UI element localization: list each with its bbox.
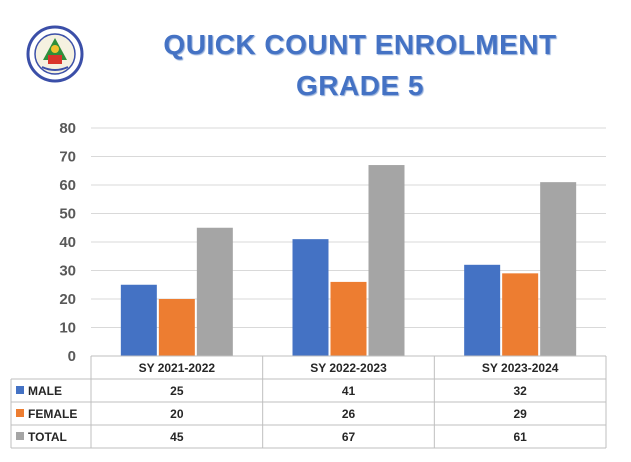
y-tick-label: 40 xyxy=(59,234,76,251)
y-tick-label: 0 xyxy=(68,348,76,365)
bar-total-0 xyxy=(196,227,233,356)
series-name-total: TOTAL xyxy=(28,430,67,444)
data-table-cell: 67 xyxy=(342,430,356,444)
school-seal-icon xyxy=(26,25,84,83)
x-category-label: SY 2022-2023 xyxy=(310,361,387,375)
legend-key-total xyxy=(16,432,24,440)
y-tick-label: 60 xyxy=(59,177,76,194)
data-table-cell: 25 xyxy=(170,384,184,398)
data-table-cell: 20 xyxy=(170,407,184,421)
bar-female-2 xyxy=(502,273,539,356)
y-tick-label: 30 xyxy=(59,263,76,280)
y-tick-label: 80 xyxy=(59,120,76,137)
chart-title-line2: GRADE 5 xyxy=(296,70,424,101)
bar-male-0 xyxy=(120,284,157,356)
y-tick-label: 70 xyxy=(59,149,76,166)
bar-total-2 xyxy=(540,182,577,356)
legend-key-female xyxy=(16,409,24,417)
bar-total-1 xyxy=(368,165,405,356)
bar-male-1 xyxy=(292,239,329,356)
data-table-cell: 26 xyxy=(342,407,356,421)
series-name-female: FEMALE xyxy=(28,407,77,421)
x-category-label: SY 2021-2022 xyxy=(139,361,216,375)
y-tick-label: 50 xyxy=(59,206,76,223)
bar-male-2 xyxy=(464,264,501,356)
y-tick-label: 20 xyxy=(59,291,76,308)
chart-title-line1: QUICK COUNT ENROLMENT xyxy=(163,29,557,60)
data-table-cell: 32 xyxy=(513,384,527,398)
y-tick-label: 10 xyxy=(59,320,76,337)
data-table-cell: 61 xyxy=(513,430,527,444)
data-table-cell: 41 xyxy=(342,384,356,398)
data-table-cell: 29 xyxy=(513,407,527,421)
bar-female-1 xyxy=(330,281,367,356)
series-name-male: MALE xyxy=(28,384,62,398)
x-category-label: SY 2023-2024 xyxy=(482,361,559,375)
bar-female-0 xyxy=(158,299,195,356)
data-table-cell: 45 xyxy=(170,430,184,444)
legend-key-male xyxy=(16,386,24,394)
